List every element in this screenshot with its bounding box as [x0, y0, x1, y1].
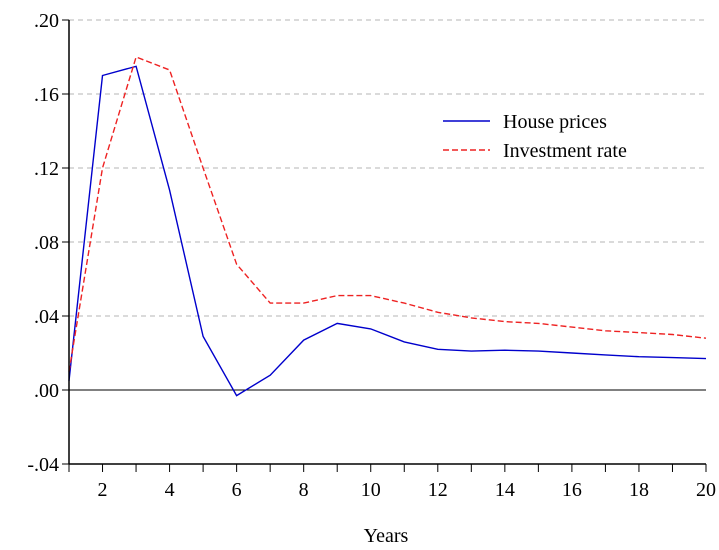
x-tick-label: 2	[98, 479, 108, 501]
x-tick-label: 12	[428, 479, 448, 501]
y-tick-label: .08	[34, 232, 59, 254]
y-tick-label: .04	[34, 306, 59, 328]
legend-label-2: Investment rate	[503, 140, 627, 162]
x-tick-label: 20	[696, 479, 716, 501]
x-tick-label: 6	[232, 479, 242, 501]
legend: House prices Investment rate	[443, 111, 627, 162]
y-tick-label: .16	[34, 84, 59, 106]
gridlines	[69, 19, 706, 317]
x-tick-label: 10	[361, 479, 381, 501]
series-lines	[68, 56, 707, 397]
x-tick-label: 18	[629, 479, 649, 501]
y-tick-label: -.04	[27, 454, 59, 476]
series-line-2	[68, 56, 707, 372]
y-tick-label: .00	[34, 380, 59, 402]
x-axis-title: Years	[364, 525, 409, 547]
x-axis-ticks: 2 4 6 8 10 12 14 16 18 20	[68, 464, 716, 501]
y-tick-label: .12	[34, 158, 59, 180]
x-tick-label: 8	[299, 479, 309, 501]
x-tick-label: 4	[165, 479, 175, 501]
x-tick-label: 16	[562, 479, 582, 501]
series-line-1	[68, 65, 707, 397]
y-axis-ticks: -.04 .00 .04 .08 .12 .16 .20	[27, 10, 69, 476]
y-tick-label: .20	[34, 10, 59, 32]
legend-label-1: House prices	[503, 111, 607, 133]
x-tick-label: 14	[495, 479, 515, 501]
